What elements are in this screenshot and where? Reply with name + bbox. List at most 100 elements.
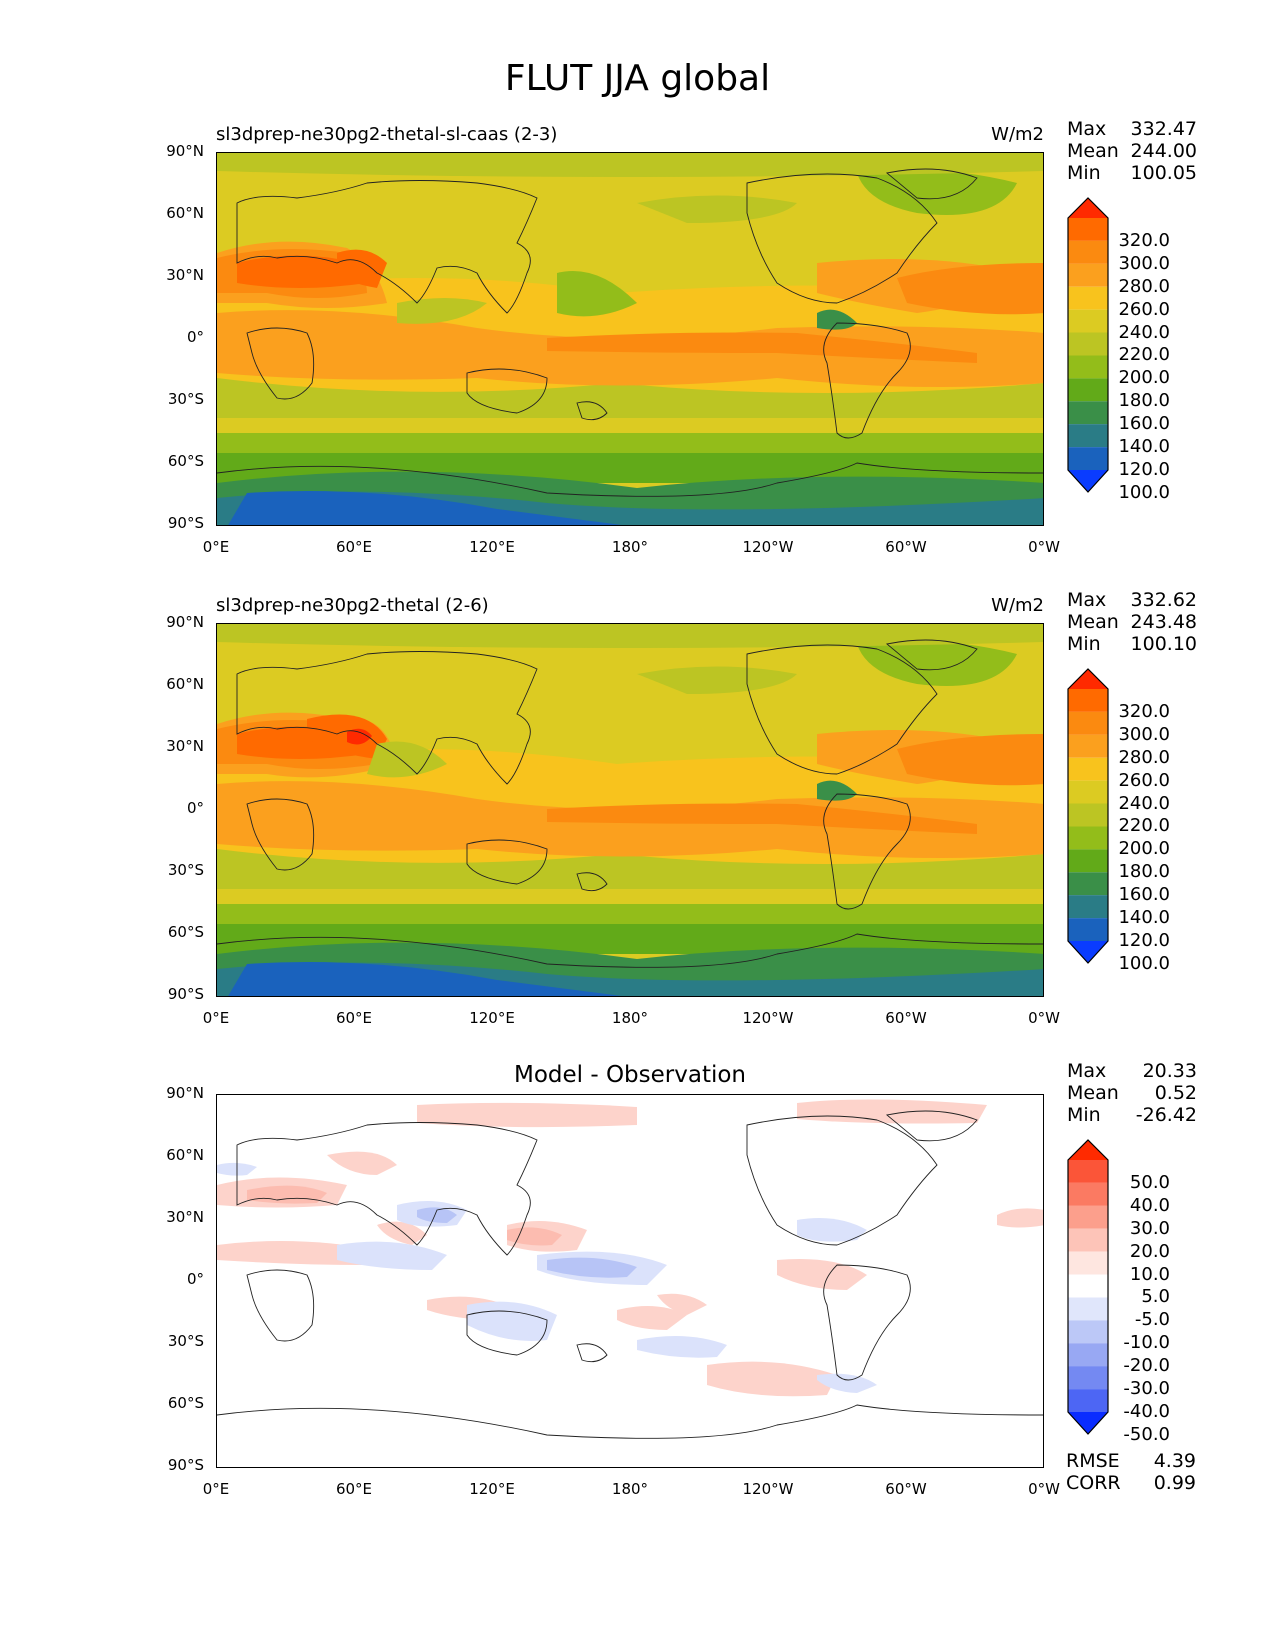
panel-title: Model - Observation (513, 1062, 747, 1088)
colorbar-bin (1068, 1160, 1108, 1183)
x-tick-label: 0°W (1028, 538, 1060, 556)
y-tick-label: 30°N (166, 737, 204, 755)
stat-mean-label: Mean (1067, 140, 1119, 162)
stat-min-value: 100.10 (1130, 633, 1197, 655)
y-tick-label: 60°N (166, 1146, 204, 1164)
colorbar (1067, 1139, 1109, 1435)
stat-max-value: 20.33 (1142, 1060, 1197, 1082)
y-tick-label: 60°S (167, 923, 204, 941)
panel-units: W/m2 (991, 124, 1044, 145)
field-map-svg (217, 153, 1043, 525)
colorbar-bin (1068, 689, 1108, 712)
panel-model-caas: sl3dprep-ne30pg2-thetal-sl-caas (2-3) W/… (0, 118, 1275, 590)
colorbar-tick-label: 300.0 (1118, 252, 1170, 274)
colorbar-bin (1068, 1320, 1108, 1344)
rmse-label: RMSE (1066, 1450, 1120, 1472)
panel-model-thetal: sl3dprep-ne30pg2-thetal (2-6) W/m2 Max 33… (0, 589, 1275, 1061)
colorbar-tick-label: 100.0 (1118, 481, 1170, 503)
stat-min-label: Min (1067, 633, 1101, 655)
colorbar (1067, 197, 1109, 493)
colorbar-bin (1068, 669, 1108, 689)
x-tick-label: 60°E (335, 538, 373, 556)
colorbar-bin (1068, 286, 1108, 310)
colorbar-tick-label: 280.0 (1118, 275, 1170, 297)
colorbar-bin (1068, 803, 1108, 827)
y-tick-label: 90°N (166, 613, 204, 631)
stat-min-label: Min (1067, 162, 1101, 184)
colorbar-bin (1068, 355, 1108, 379)
y-tick-label: 30°N (166, 1208, 204, 1226)
x-tick-label: 120°E (469, 1009, 515, 1027)
x-tick-label: 60°E (335, 1009, 373, 1027)
y-tick-label: 60°N (166, 675, 204, 693)
colorbar-bin (1068, 198, 1108, 218)
stat-mean-label: Mean (1067, 611, 1119, 633)
x-tick-label: 60°W (885, 538, 927, 556)
colorbar-tick-label: 220.0 (1118, 344, 1170, 366)
x-tick-label: 120°W (742, 1480, 794, 1498)
colorbar-tick-label: 260.0 (1118, 769, 1170, 791)
colorbar-tick-label: 240.0 (1118, 321, 1170, 343)
x-tick-label: 120°E (469, 538, 515, 556)
colorbar-tick-label: -20.0 (1123, 1355, 1170, 1377)
panel-difference: Model - Observation Max 20.33 Mean 0.52 Mi… (0, 1060, 1275, 1532)
colorbar-bin (1068, 872, 1108, 896)
x-tick-label: 0°E (202, 1009, 230, 1027)
colorbar-tick-label: 120.0 (1118, 930, 1170, 951)
y-tick-label: 30°S (167, 861, 204, 879)
colorbar-tick-label: 180.0 (1118, 390, 1170, 412)
x-tick-label: 120°E (469, 1480, 515, 1498)
difference-map (216, 1094, 1044, 1468)
colorbar-bin (1068, 1389, 1108, 1412)
colorbar-bin (1068, 918, 1108, 941)
colorbar-bin (1068, 780, 1108, 804)
y-tick-label: 60°N (166, 204, 204, 222)
colorbar-bin (1068, 263, 1108, 287)
y-tick-label: 60°S (167, 452, 204, 470)
y-tick-label: 60°S (167, 1394, 204, 1412)
colorbar-tick-label: 320.0 (1118, 229, 1170, 251)
field-map-svg (217, 624, 1043, 996)
colorbar-tick-label: 120.0 (1118, 459, 1170, 480)
figure-title: FLUT JJA global (504, 58, 771, 99)
stat-max-label: Max (1067, 589, 1107, 611)
colorbar-bin (1068, 1412, 1108, 1434)
colorbar-bin (1068, 1228, 1108, 1252)
colorbar-bin (1068, 895, 1108, 919)
colorbar-bin (1068, 447, 1108, 470)
colorbar-tick-label: 160.0 (1118, 413, 1170, 435)
colorbar-outline (1067, 668, 1109, 964)
colorbar-tick-label: 280.0 (1118, 746, 1170, 768)
stat-max-label: Max (1067, 1060, 1107, 1082)
colorbar-tick-label: 180.0 (1118, 861, 1170, 883)
colorbar-tick-label: 40.0 (1129, 1194, 1170, 1216)
colorbar-tick-label: 100.0 (1118, 952, 1170, 974)
y-tick-label: 30°N (166, 266, 204, 284)
colorbar-bin (1068, 470, 1108, 492)
colorbar-outline (1067, 197, 1109, 493)
x-tick-label: 120°W (742, 538, 794, 556)
colorbar-bin (1068, 1140, 1108, 1160)
panel-stats: Max 20.33 Mean 0.52 Min -26.42 (1067, 1060, 1197, 1126)
colorbar-tick-label: 240.0 (1118, 792, 1170, 814)
colorbar-tick-label: 10.0 (1129, 1263, 1170, 1285)
x-tick-label: 0°E (202, 538, 230, 556)
x-tick-label: 0°W (1028, 1009, 1060, 1027)
rmse-metric: RMSE 4.39 (1066, 1450, 1196, 1472)
difference-map-svg (217, 1095, 1043, 1467)
panel-stats: Max 332.62 Mean 243.48 Min 100.10 (1067, 589, 1197, 655)
colorbar-bin (1068, 332, 1108, 356)
colorbar-tick-label: 140.0 (1118, 436, 1170, 458)
y-tick-label: 90°N (166, 142, 204, 160)
colorbar-tick-label: -30.0 (1123, 1378, 1170, 1400)
x-tick-label: 180° (611, 1009, 649, 1027)
colorbar-tick-label: 200.0 (1118, 838, 1170, 860)
panel-stats: Max 332.47 Mean 244.00 Min 100.05 (1067, 118, 1197, 184)
colorbar-tick-label: -50.0 (1123, 1423, 1170, 1445)
x-tick-label: 180° (611, 538, 649, 556)
y-tick-label: 90°S (167, 985, 204, 1003)
colorbar-bin (1068, 1205, 1108, 1229)
colorbar-bin (1068, 941, 1108, 963)
stat-min-value: -26.42 (1135, 1104, 1197, 1126)
corr-value: 0.99 (1153, 1472, 1196, 1494)
